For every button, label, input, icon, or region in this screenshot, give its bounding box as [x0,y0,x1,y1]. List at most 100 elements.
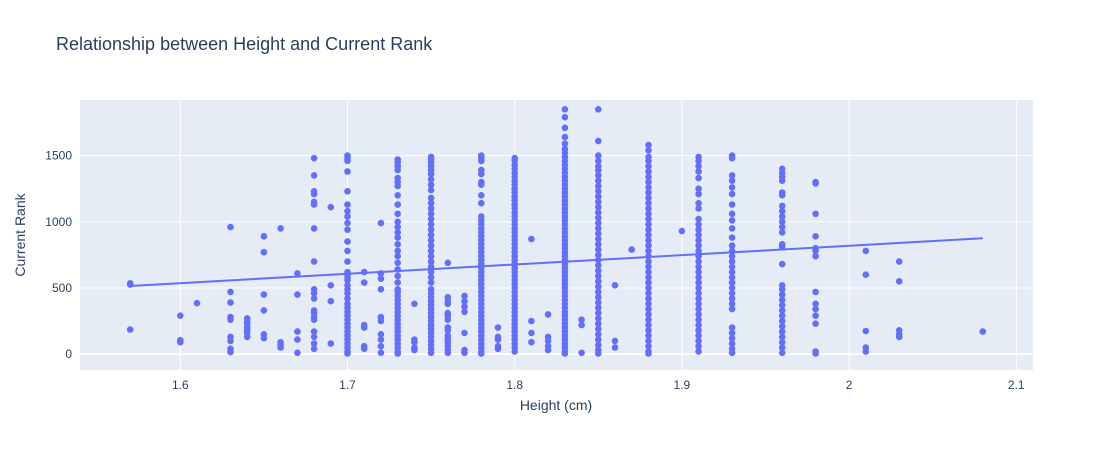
scatter-point [778,218,786,226]
scatter-point [344,226,351,233]
scatter-point [461,292,468,300]
scatter-point [595,177,602,184]
scatter-point [344,276,351,284]
scatter-point [728,284,736,292]
scatter-point [695,332,702,339]
scatter-point [645,226,652,233]
scatter-point [778,323,786,330]
scatter-point [595,309,602,317]
scatter-point [427,181,435,188]
scatter-point [728,305,736,313]
scatter-point [695,274,702,281]
scatter-point [595,288,602,296]
scatter-point [611,344,619,351]
scatter-point [394,229,402,236]
scatter-point [595,315,602,322]
scatter-point [227,316,234,324]
scatter-point [578,316,585,324]
scatter-point [394,210,402,218]
scatter-point [461,303,468,310]
scatter-point [645,311,652,318]
scatter-point [728,234,736,241]
scatter-point [310,340,318,347]
scatter-point [344,289,351,297]
scatter-point [645,189,652,196]
scatter-point [645,289,652,297]
scatter-point [595,241,602,248]
scatter-point [695,279,702,286]
scatter-point [645,263,652,271]
scatter-point [778,328,786,335]
scatter-point [812,180,819,187]
scatter-point [595,235,602,243]
scatter-point [645,350,652,357]
scatter-point [394,350,402,357]
scatter-point [645,194,652,202]
scatter-point [778,333,786,341]
scatter-point [294,328,301,335]
scatter-point [126,281,134,288]
scatter-point [193,299,201,307]
scatter-point [478,157,485,165]
scatter-point [778,349,786,357]
scatter-point [595,350,602,357]
scatter-point [427,205,435,212]
scatter-point [728,324,736,331]
scatter-point [862,348,870,355]
scatter-point [645,247,652,255]
scatter-point [595,299,602,306]
scatter-point [444,300,452,308]
scatter-point [561,106,569,113]
scatter-point [728,172,736,179]
scatter-point [728,225,736,232]
scatter-point [645,231,652,239]
x-tick-label: 1.9 [674,378,691,392]
scatter-point [544,346,552,354]
scatter-point [728,184,736,191]
scatter-point [227,288,234,296]
y-tick-label: 0 [65,347,72,361]
scatter-point [645,327,652,334]
scatter-point [862,327,870,335]
scatter-point [260,291,268,298]
scatter-point [728,268,736,276]
scatter-point [344,295,351,302]
scatter-point [595,272,602,280]
scatter-point [645,215,652,223]
scatter-point [461,297,468,305]
scatter-point [695,316,702,324]
scatter-point [895,258,903,265]
scatter-point [578,349,585,357]
scatter-point [327,203,335,211]
scatter-point [728,154,736,162]
scatter-point [812,288,819,296]
scatter-point [778,207,786,215]
scatter-point [595,193,602,200]
scatter-point [561,113,569,121]
scatter-point [595,203,602,211]
scatter-point [377,331,385,338]
scatter-point [227,223,234,231]
scatter-point [728,201,736,208]
scatter-point [427,279,435,286]
scatter-point [645,268,652,276]
scatter-point [177,338,184,346]
scatter-point [528,317,535,325]
scatter-point [728,190,736,198]
scatter-point [294,291,301,298]
scatter-point [310,328,318,335]
scatter-point [595,304,602,312]
y-axis-label: Current Rank [12,192,28,276]
scatter-point [344,258,351,265]
scatter-point [344,188,351,195]
scatter-point [812,252,819,260]
scatter-point [461,308,468,316]
scatter-point [394,259,402,267]
scatter-point [778,344,786,351]
scatter-point [895,333,903,341]
scatter-point [444,327,452,334]
scatter-point [645,242,652,249]
scatter-point [695,289,702,297]
scatter-point [511,348,518,355]
scatter-point [695,168,702,175]
